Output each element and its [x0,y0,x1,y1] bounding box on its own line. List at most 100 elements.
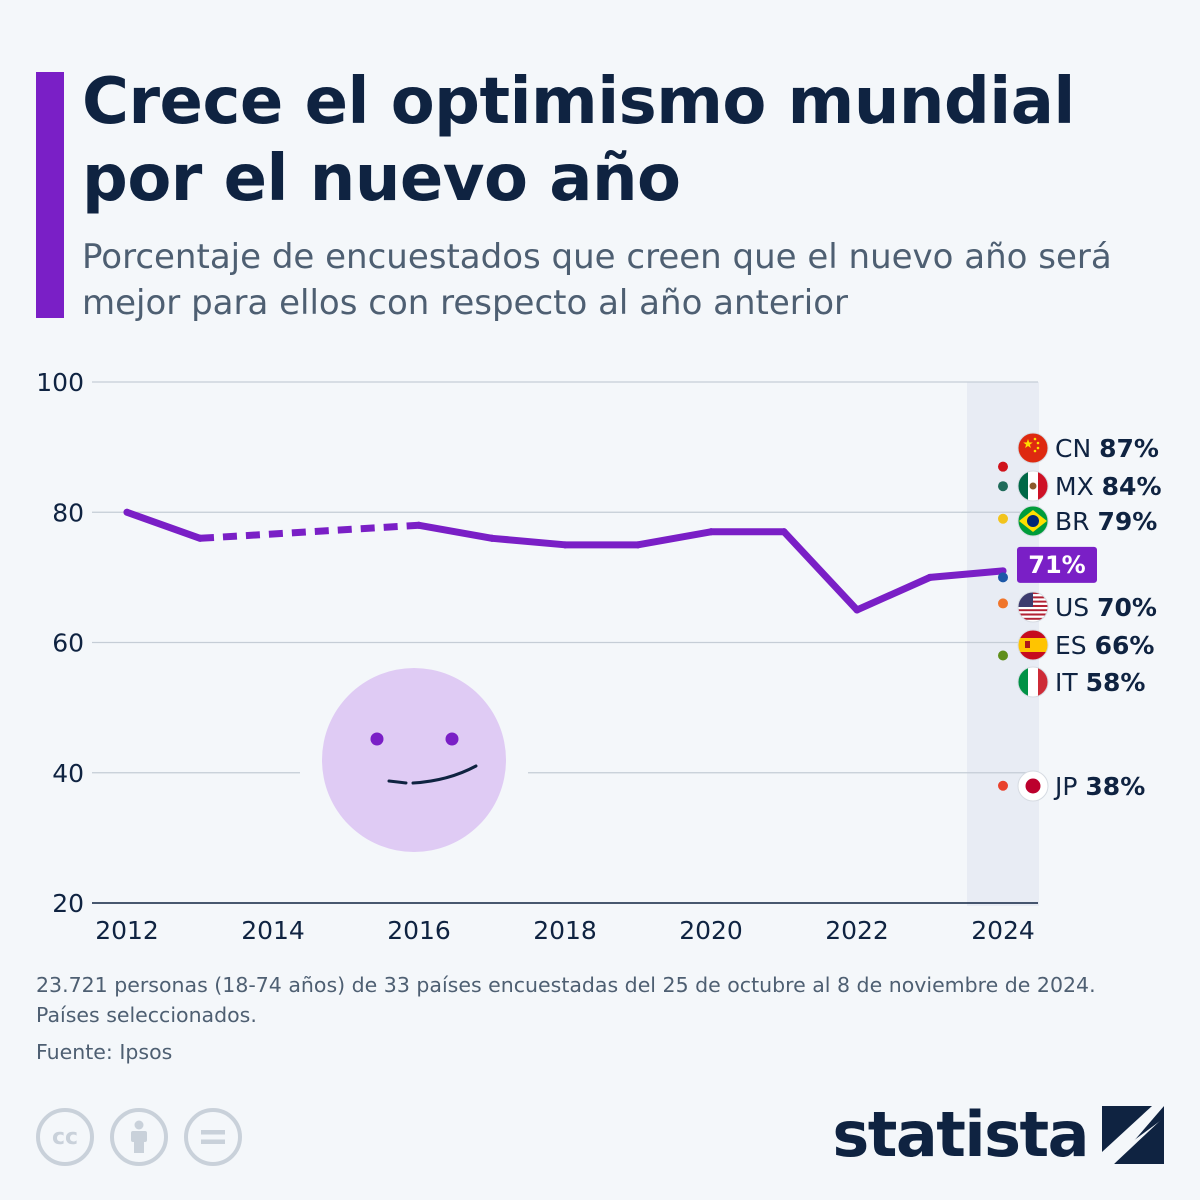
series-segment-2012-2013 [123,508,204,542]
series-points [123,508,1007,614]
no-derivatives-icon[interactable] [184,1108,242,1166]
footnote: 23.721 personas (18-74 años) de 33 paíse… [36,970,1176,1030]
data-point-2012 [123,508,131,516]
chart-subtitle: Porcentaje de encuestados que creen que … [82,237,1112,323]
country-label-jp: JP 38% [1017,770,1145,802]
smiley-face-illustration [322,668,506,852]
country-label-cn: CN 87% [1017,432,1159,464]
x-axis-ticks: 2012 2014 2016 2018 2020 2022 2024 [95,916,1035,945]
footnote-line-2: Países seleccionados. [36,1003,257,1027]
country-code-it: IT [1055,668,1086,697]
x-tick-label-2016: 2016 [387,916,451,945]
country-dots [998,461,1008,791]
country-code-jp: JP [1053,772,1085,801]
data-point-2024 [999,567,1007,575]
line-chart: 100 80 60 40 20 2012 2014 2016 2018 2020 2022 2024… [36,368,1162,945]
smiley-right-eye [445,732,459,746]
data-point-2013 [196,534,204,542]
country-dot-mx [998,481,1008,492]
data-point-2017 [488,534,496,542]
statista-logo-icon [1102,1106,1164,1164]
smiley-mouth-smile [411,764,478,785]
series-lines [123,508,1007,614]
end-label-text: 71% [1028,551,1085,579]
country-label-text-cn: CN 87% [1055,434,1159,463]
brand-name: statista [832,1098,1089,1171]
x-tick-label-2022: 2022 [825,916,889,945]
country-label-es: ES 66% [1017,629,1154,661]
data-point-2018 [561,541,569,549]
data-point-2019 [634,541,642,549]
country-value-it: 58% [1086,668,1146,697]
accent-bar [36,72,64,318]
end-label-box [1017,546,1097,583]
country-label-us: US 70% [1017,591,1157,623]
statista-logo[interactable]: statista [832,1100,1164,1170]
country-value-us: 70% [1097,593,1157,622]
y-tick-label-60: 60 [52,629,84,658]
series-segment-2016-2017 [415,521,496,542]
country-code-mx: MX [1055,472,1102,501]
country-value-es: 66% [1095,631,1155,660]
country-label-text-mx: MX 84% [1055,472,1162,501]
mx-flag-icon [1018,471,1048,501]
cn-flag-icon [1018,433,1048,463]
data-point-2021 [780,528,788,536]
country-code-es: ES [1055,631,1095,660]
series-segment-2021-2022 [780,528,861,614]
country-dot-es [998,598,1008,609]
country-label-it: IT 58% [1017,666,1145,698]
series-segment-2022-2023 [853,573,934,614]
country-code-us: US [1055,593,1097,622]
series-segment-2023-2024 [926,567,1007,581]
country-dot-jp [998,780,1008,791]
x-tick-label-2014: 2014 [241,916,305,945]
x-tick-label-2018: 2018 [533,916,597,945]
it-flag-icon [1018,667,1048,697]
country-value-br: 79% [1097,507,1157,536]
series-segment-2019-2020 [634,528,715,549]
country-code-br: BR [1055,507,1097,536]
country-label-text-us: US 70% [1055,593,1157,622]
footnote-line-1: 23.721 personas (18-74 años) de 33 paíse… [36,973,1096,997]
y-axis-ticks: 100 80 60 40 20 [36,368,84,918]
x-tick-label-2012: 2012 [95,916,159,945]
data-point-2020 [707,528,715,536]
data-point-2022 [853,606,861,614]
x-tick-label-2024: 2024 [971,916,1035,945]
data-point-2016 [415,521,423,529]
country-label-text-es: ES 66% [1055,631,1154,660]
x-tick-label-2020: 2020 [679,916,743,945]
smiley-face-icon [322,668,506,852]
series-segment-2013-2016 [199,521,420,542]
country-dot-cn [998,461,1008,472]
country-label-text-it: IT 58% [1055,668,1145,697]
smiley-mouth [387,779,408,785]
country-label-text-jp: JP 38% [1053,772,1145,801]
attribution-icon[interactable] [110,1108,168,1166]
data-point-2023 [926,573,934,581]
license-icons: cc [36,1108,242,1166]
country-value-mx: 84% [1102,472,1162,501]
country-label-br: BR 79% [1017,505,1157,537]
country-dot-br [998,513,1008,524]
y-tick-label-100: 100 [36,368,84,397]
country-label-text-br: BR 79% [1055,507,1157,536]
y-tick-label-80: 80 [52,498,84,527]
grid-lines [92,381,1038,904]
y-tick-label-20: 20 [52,889,84,918]
country-label-mx: MX 84% [1017,470,1162,502]
chart-title: Crece el optimismo mundial por el nuevo … [82,65,1075,216]
br-flag-icon [1018,506,1048,536]
end-value-label: 71% [1017,546,1097,583]
smiley-left-eye [370,732,384,746]
country-dot-it [998,650,1008,661]
country-value-jp: 38% [1085,772,1145,801]
country-value-cn: 87% [1099,434,1159,463]
cc-icon[interactable]: cc [36,1108,94,1166]
y-tick-label-40: 40 [52,759,84,788]
country-dot-us [998,572,1008,583]
series-segment-2017-2018 [488,534,569,549]
source-note: Fuente: Ipsos [36,1040,173,1064]
country-code-cn: CN [1055,434,1099,463]
